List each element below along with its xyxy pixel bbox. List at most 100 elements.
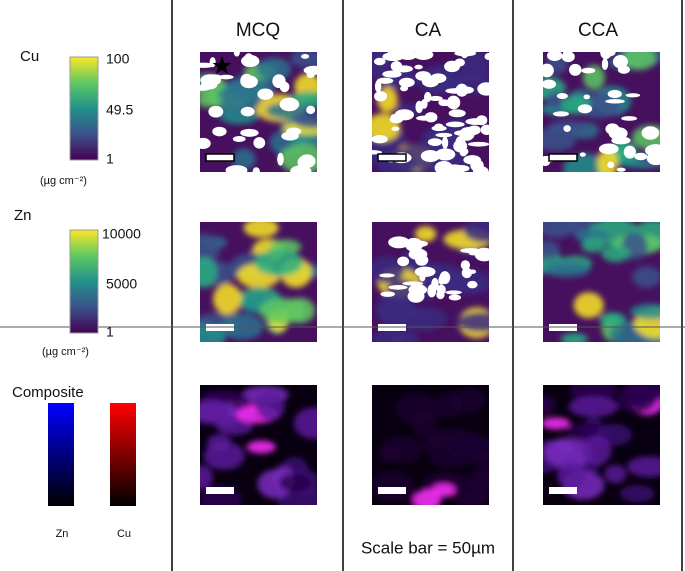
row-label: Zn bbox=[14, 207, 32, 224]
void bbox=[400, 85, 409, 92]
void bbox=[607, 89, 622, 99]
blob bbox=[543, 126, 577, 152]
blob bbox=[568, 396, 619, 418]
map-image bbox=[543, 222, 660, 342]
void bbox=[625, 93, 641, 98]
void bbox=[240, 128, 259, 137]
void bbox=[233, 52, 240, 57]
column-header: MCQ bbox=[236, 20, 280, 41]
map-content bbox=[372, 52, 489, 172]
void bbox=[445, 88, 466, 94]
blob bbox=[543, 261, 591, 278]
void bbox=[379, 273, 395, 278]
blob bbox=[429, 452, 478, 468]
blob bbox=[544, 437, 593, 469]
void bbox=[469, 269, 477, 274]
blob bbox=[463, 222, 489, 243]
void bbox=[445, 290, 462, 295]
void bbox=[481, 248, 489, 259]
blob bbox=[372, 471, 414, 502]
void bbox=[465, 118, 487, 126]
blob bbox=[431, 483, 456, 497]
void bbox=[605, 99, 625, 104]
void bbox=[441, 136, 449, 149]
void bbox=[408, 284, 428, 296]
void bbox=[454, 58, 465, 67]
blob bbox=[599, 312, 626, 327]
void bbox=[419, 273, 426, 282]
void bbox=[412, 240, 428, 247]
void bbox=[543, 79, 557, 89]
blob bbox=[626, 385, 651, 406]
void bbox=[391, 126, 400, 132]
void bbox=[563, 125, 571, 132]
map-content bbox=[200, 385, 317, 505]
blob bbox=[278, 473, 311, 493]
void bbox=[448, 294, 462, 301]
blob bbox=[581, 237, 605, 253]
colorbar bbox=[110, 403, 136, 506]
void bbox=[581, 67, 596, 74]
void bbox=[583, 94, 591, 100]
blob bbox=[414, 226, 437, 242]
blob bbox=[221, 313, 264, 340]
unit: (µg cm⁻²) bbox=[42, 346, 89, 358]
void bbox=[397, 256, 410, 267]
blob bbox=[453, 479, 489, 505]
void bbox=[484, 52, 489, 61]
blob bbox=[630, 303, 660, 320]
void bbox=[621, 116, 638, 121]
void bbox=[372, 135, 388, 144]
blob bbox=[392, 331, 419, 342]
colorbar-tick: 100 bbox=[106, 51, 130, 67]
blob bbox=[395, 306, 448, 332]
column-header: CCA bbox=[578, 20, 618, 41]
void bbox=[611, 136, 631, 145]
blob bbox=[293, 407, 317, 440]
void bbox=[414, 266, 436, 277]
map-content bbox=[543, 222, 660, 342]
blob bbox=[200, 399, 231, 425]
void bbox=[388, 285, 408, 290]
row-label: Cu bbox=[20, 48, 39, 65]
blob bbox=[256, 57, 292, 82]
void bbox=[598, 143, 619, 155]
blob bbox=[543, 417, 571, 430]
void bbox=[446, 95, 461, 110]
void bbox=[430, 73, 447, 84]
void bbox=[394, 109, 415, 121]
void bbox=[240, 106, 255, 117]
blob bbox=[560, 332, 588, 342]
void bbox=[434, 123, 444, 130]
void bbox=[561, 52, 575, 63]
blob bbox=[255, 391, 285, 421]
map-image bbox=[200, 385, 317, 505]
void bbox=[232, 136, 246, 143]
void bbox=[272, 74, 286, 89]
void bbox=[431, 277, 439, 291]
map-image bbox=[372, 222, 489, 342]
void bbox=[579, 152, 586, 157]
map-image bbox=[200, 52, 317, 172]
map-blobs bbox=[372, 388, 489, 505]
map-image bbox=[543, 385, 660, 505]
blob bbox=[424, 471, 470, 489]
void bbox=[413, 52, 434, 60]
blob bbox=[632, 266, 660, 288]
blob bbox=[445, 271, 468, 293]
void bbox=[480, 124, 489, 135]
panels bbox=[200, 52, 660, 505]
map-content bbox=[543, 52, 660, 172]
scale-bar bbox=[205, 153, 235, 162]
blob bbox=[621, 52, 657, 70]
void bbox=[435, 148, 456, 161]
scale-bar bbox=[377, 153, 407, 162]
void bbox=[200, 74, 222, 86]
blob bbox=[246, 440, 276, 454]
blob bbox=[259, 297, 306, 324]
colorbar-tick: 1 bbox=[106, 324, 114, 340]
column-header: CA bbox=[415, 20, 442, 41]
blob bbox=[292, 111, 317, 129]
blob bbox=[473, 454, 489, 486]
